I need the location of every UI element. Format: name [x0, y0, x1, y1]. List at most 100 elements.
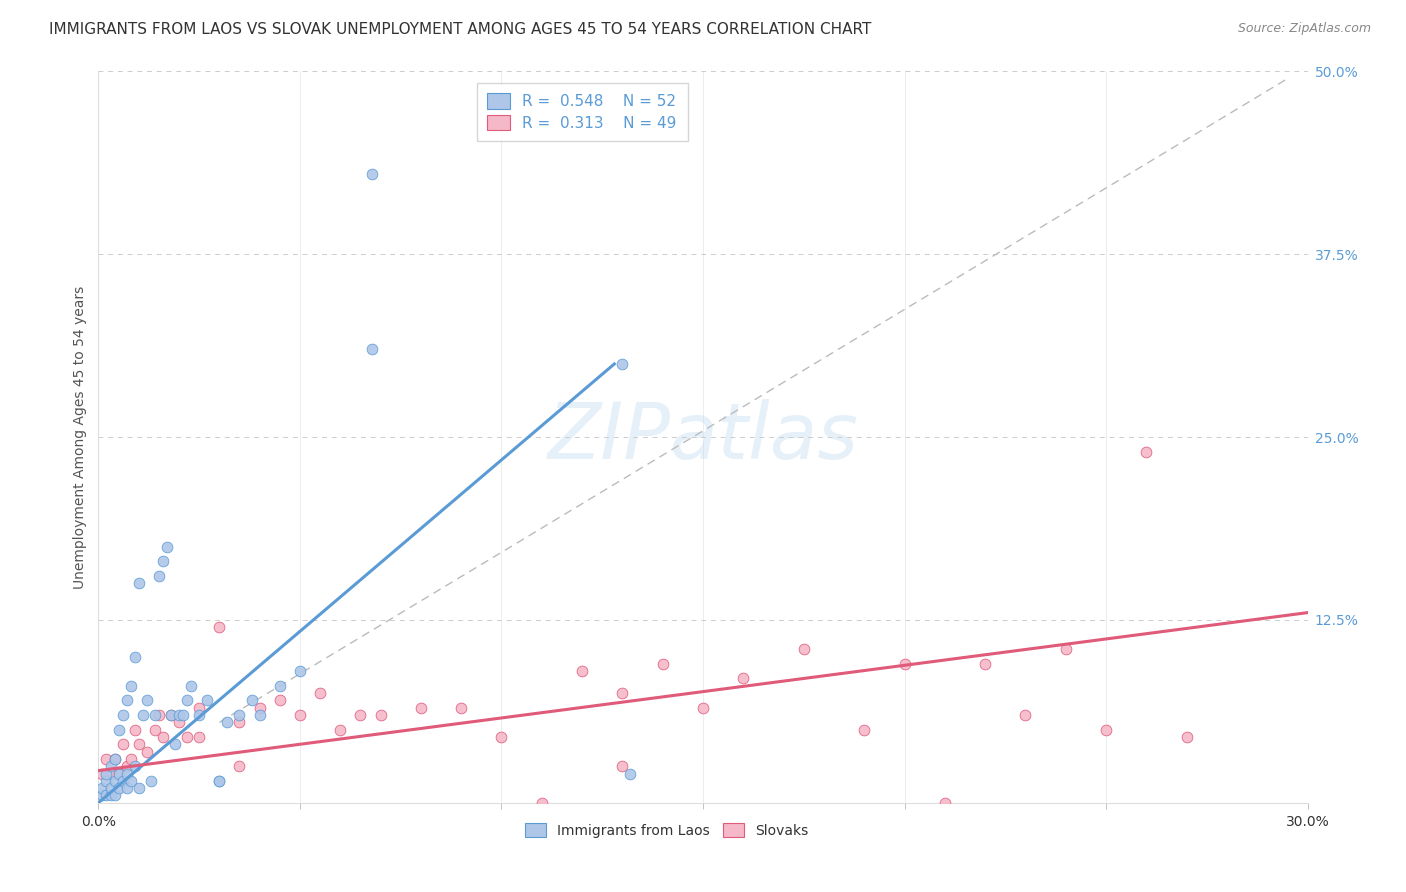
Point — [96, 773, 118, 788]
Point — [91, 781, 114, 796]
Point — [176, 730, 198, 744]
Point — [793, 642, 815, 657]
Point — [176, 693, 198, 707]
Legend: Immigrants from Laos, Slovaks: Immigrants from Laos, Slovaks — [519, 817, 814, 844]
Point — [288, 708, 311, 723]
Point — [853, 723, 876, 737]
Point — [120, 679, 142, 693]
Point — [143, 723, 166, 737]
Point — [167, 708, 190, 723]
Point — [160, 708, 183, 723]
Point — [349, 708, 371, 723]
Point — [571, 664, 593, 678]
Point — [692, 700, 714, 714]
Point — [115, 693, 138, 707]
Point — [152, 554, 174, 568]
Point — [612, 686, 634, 700]
Point — [135, 693, 157, 707]
Point — [96, 789, 118, 803]
Point — [1054, 642, 1077, 657]
Point — [100, 759, 122, 773]
Point — [115, 781, 138, 796]
Point — [208, 620, 231, 634]
Point — [91, 789, 114, 803]
Point — [893, 657, 915, 671]
Point — [269, 693, 291, 707]
Point — [96, 752, 118, 766]
Point — [139, 773, 162, 788]
Point — [124, 759, 146, 773]
Point — [619, 766, 641, 780]
Text: Source: ZipAtlas.com: Source: ZipAtlas.com — [1237, 22, 1371, 36]
Point — [240, 693, 263, 707]
Point — [491, 730, 513, 744]
Point — [120, 773, 142, 788]
Point — [107, 766, 129, 780]
Point — [115, 759, 138, 773]
Point — [103, 773, 125, 788]
Point — [188, 708, 211, 723]
Point — [361, 343, 384, 357]
Point — [156, 540, 179, 554]
Point — [208, 773, 231, 788]
Point — [1014, 708, 1036, 723]
Point — [612, 759, 634, 773]
Point — [249, 700, 271, 714]
Point — [612, 357, 634, 371]
Point — [107, 766, 129, 780]
Point — [100, 789, 122, 803]
Point — [228, 759, 250, 773]
Point — [188, 700, 211, 714]
Point — [115, 766, 138, 780]
Point — [180, 679, 202, 693]
Point — [172, 708, 194, 723]
Point — [228, 708, 250, 723]
Point — [370, 708, 392, 723]
Point — [974, 657, 997, 671]
Point — [143, 708, 166, 723]
Point — [148, 708, 170, 723]
Text: ZIPatlas: ZIPatlas — [547, 399, 859, 475]
Point — [103, 752, 125, 766]
Point — [329, 723, 352, 737]
Point — [100, 766, 122, 780]
Point — [269, 679, 291, 693]
Text: IMMIGRANTS FROM LAOS VS SLOVAK UNEMPLOYMENT AMONG AGES 45 TO 54 YEARS CORRELATIO: IMMIGRANTS FROM LAOS VS SLOVAK UNEMPLOYM… — [49, 22, 872, 37]
Point — [148, 569, 170, 583]
Point — [128, 781, 150, 796]
Point — [409, 700, 432, 714]
Point — [163, 737, 186, 751]
Point — [124, 723, 146, 737]
Point — [100, 781, 122, 796]
Point — [132, 708, 155, 723]
Point — [651, 657, 673, 671]
Point — [288, 664, 311, 678]
Point — [128, 737, 150, 751]
Point — [160, 708, 183, 723]
Point — [208, 773, 231, 788]
Point — [1135, 444, 1157, 458]
Point — [103, 752, 125, 766]
Point — [167, 715, 190, 730]
Point — [309, 686, 332, 700]
Point — [228, 715, 250, 730]
Point — [111, 737, 134, 751]
Point — [733, 672, 755, 686]
Y-axis label: Unemployment Among Ages 45 to 54 years: Unemployment Among Ages 45 to 54 years — [73, 285, 87, 589]
Point — [195, 693, 218, 707]
Point — [361, 167, 384, 181]
Point — [188, 730, 211, 744]
Point — [450, 700, 472, 714]
Point — [1095, 723, 1118, 737]
Point — [249, 708, 271, 723]
Point — [128, 576, 150, 591]
Point — [135, 745, 157, 759]
Point — [103, 789, 125, 803]
Point — [217, 715, 239, 730]
Point — [152, 730, 174, 744]
Point — [96, 766, 118, 780]
Point — [934, 796, 956, 810]
Point — [111, 773, 134, 788]
Point — [120, 752, 142, 766]
Point — [1175, 730, 1198, 744]
